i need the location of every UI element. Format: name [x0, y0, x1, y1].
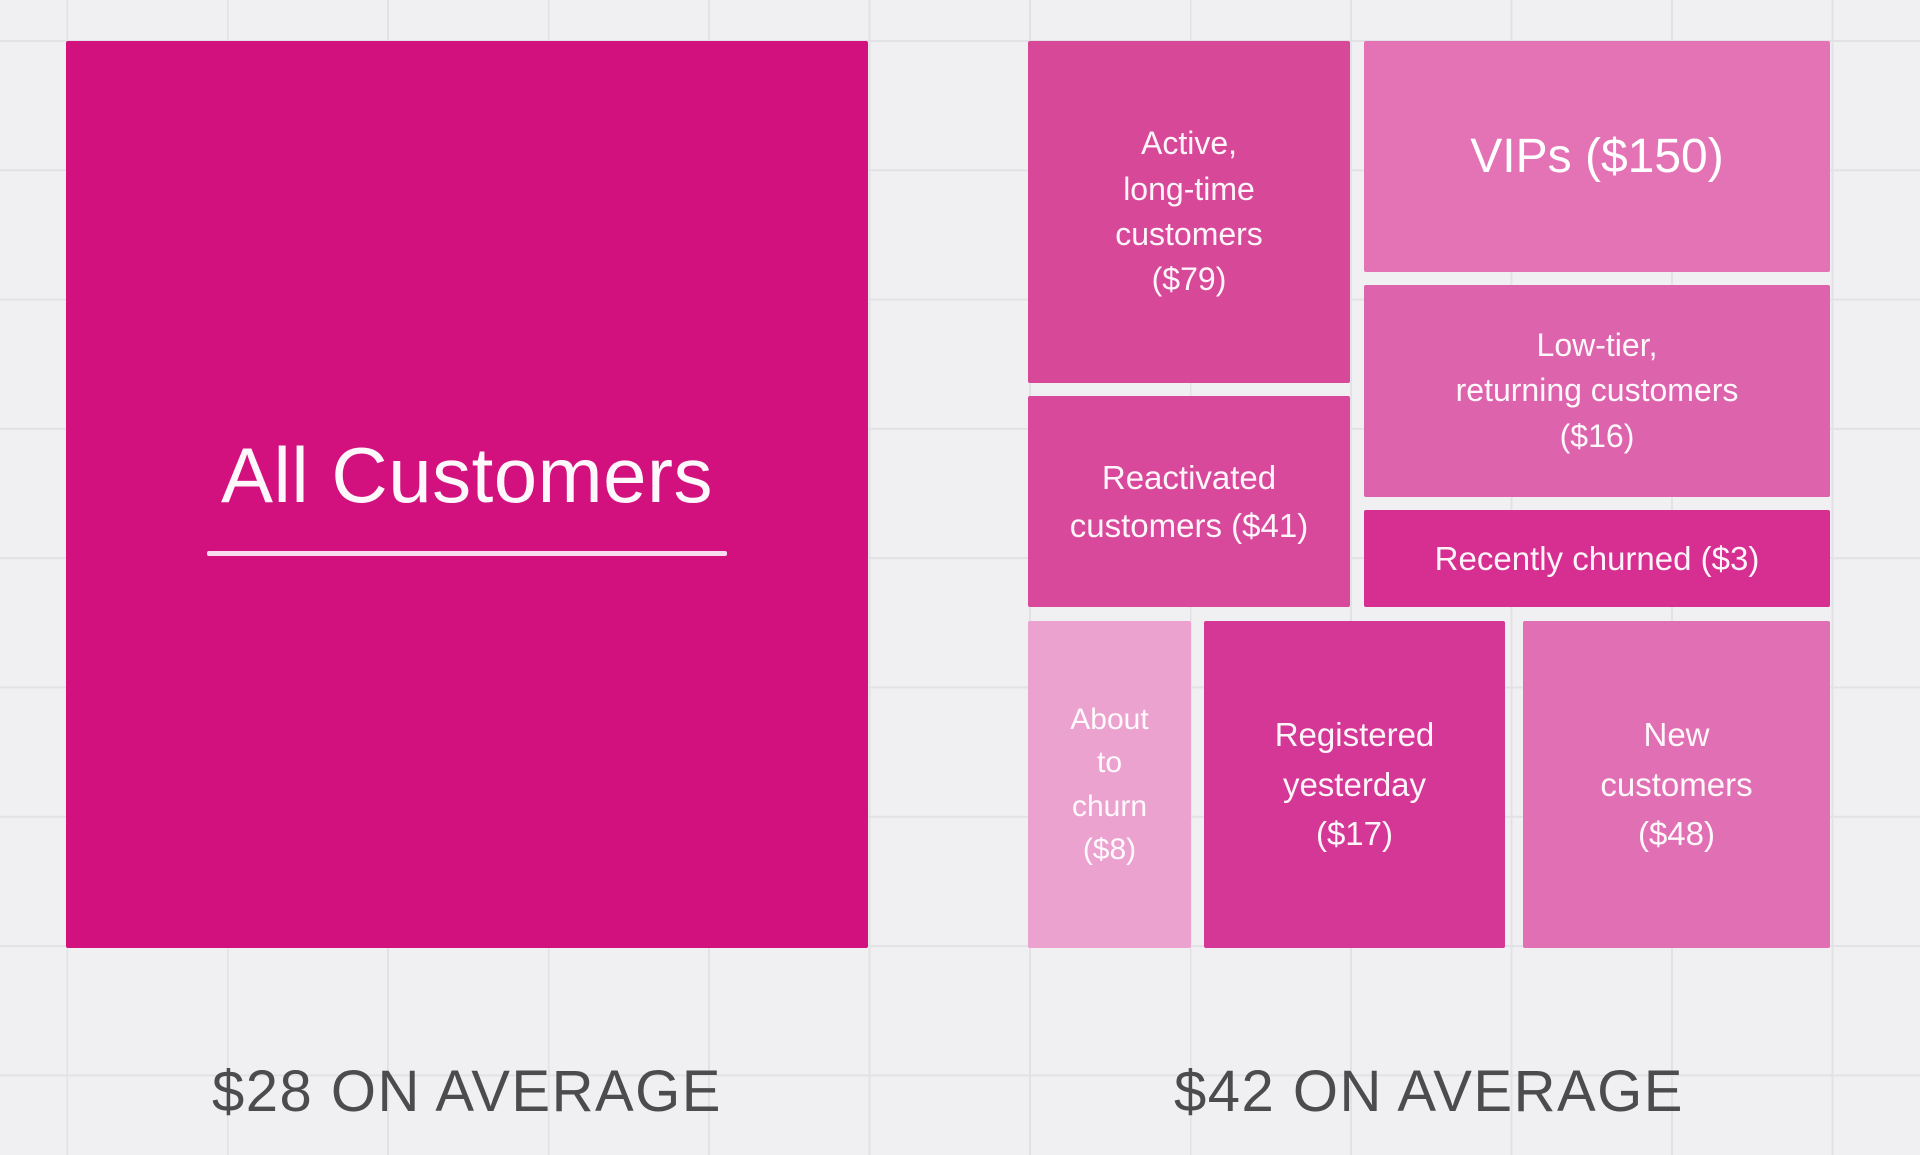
all-customers-title-underline — [207, 550, 727, 556]
segment-recently-churned: Recently churned ($3) — [1364, 510, 1830, 607]
left-average-caption: $28 ON AVERAGE — [212, 1058, 722, 1124]
segment-registered-yesterday: Registered yesterday ($17) — [1204, 621, 1505, 948]
segment-active-long-time-customers: Active, long-time customers ($79) — [1028, 41, 1350, 383]
segment-low-tier-returning-customers: Low-tier, returning customers ($16) — [1364, 285, 1830, 497]
all-customers-block: All Customers — [66, 41, 868, 948]
right-average-caption: $42 ON AVERAGE — [1174, 1058, 1684, 1124]
segment-reactivated-customers: Reactivated customers ($41) — [1028, 396, 1350, 607]
segment-about-to-churn: About to churn ($8) — [1028, 621, 1191, 948]
segment-new-customers: New customers ($48) — [1523, 621, 1830, 948]
segment-vips: VIPs ($150) — [1364, 41, 1830, 272]
all-customers-title: All Customers — [221, 431, 713, 520]
